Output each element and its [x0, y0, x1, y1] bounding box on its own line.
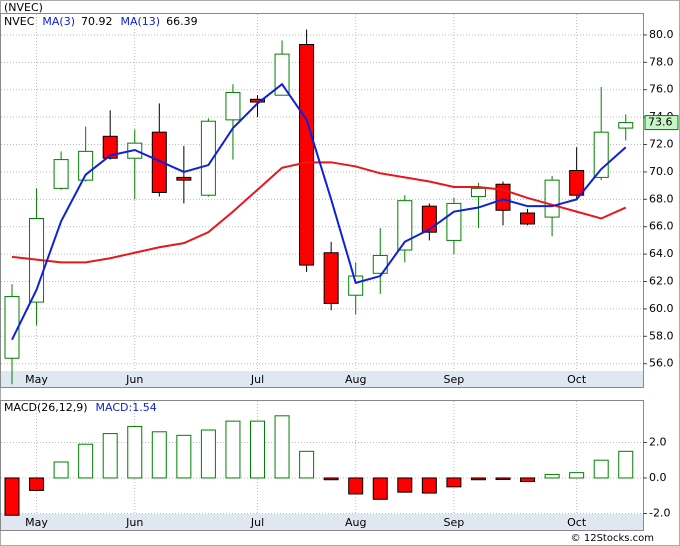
candle-body — [151, 131, 167, 193]
macd-bar — [4, 477, 20, 516]
macd-bar — [397, 477, 413, 493]
legend-ticker: NVEC — [4, 15, 35, 28]
macd-bar — [446, 477, 462, 488]
legend: MACD(26,12,9) MACD:1.54 — [4, 401, 157, 414]
candle-body — [176, 176, 192, 181]
macd-bar — [127, 425, 143, 479]
macd-bar — [618, 450, 634, 479]
macd-bar — [520, 477, 536, 483]
date-band — [1, 371, 643, 387]
y-tick-label: 56.0 — [649, 357, 674, 370]
y-tick-label: 64.0 — [649, 247, 674, 260]
x-tick-label: Aug — [345, 373, 366, 386]
macd-bar — [495, 477, 511, 480]
candle-body — [274, 53, 290, 96]
y-tick-label: 78.0 — [649, 55, 674, 68]
x-tick-label: May — [25, 516, 48, 529]
macd-bar — [299, 450, 315, 479]
y-tick-label: 2.0 — [649, 435, 667, 448]
macd-bar — [151, 431, 167, 479]
candle-body — [544, 179, 560, 218]
candle-body — [397, 200, 413, 251]
candle-body — [372, 254, 388, 274]
legend-value: 66.39 — [166, 15, 198, 28]
legend-entry: MA(3) — [42, 15, 75, 28]
macd-bar — [200, 429, 216, 479]
candle-body — [250, 98, 265, 103]
y-tick-label: 70.0 — [649, 165, 674, 178]
candle-body — [299, 44, 315, 266]
legend-value: 70.92 — [81, 15, 113, 28]
candle-body — [470, 187, 486, 198]
last-price-box — [644, 115, 679, 131]
legend-entry: MA(13) — [121, 15, 161, 28]
plot-area — [0, 400, 644, 531]
candle-body — [348, 275, 364, 296]
macd-bar — [569, 472, 585, 479]
y-tick-label: 80.0 — [649, 28, 674, 41]
last-price: 73.6 — [648, 116, 673, 129]
y-tick-label: -2.0 — [649, 506, 670, 519]
x-tick-label: Oct — [567, 373, 587, 386]
x-tick-label: Oct — [567, 516, 587, 529]
y-tick-label: 72.0 — [649, 138, 674, 151]
macd-bar — [544, 473, 560, 479]
x-tick-label: Aug — [345, 516, 366, 529]
ma-line — [11, 82, 627, 341]
y-tick-label: 68.0 — [649, 192, 674, 205]
macd-bar — [421, 477, 437, 494]
macd-bar — [29, 477, 45, 491]
macd-bar — [78, 443, 94, 479]
y-tick-label: 66.0 — [649, 220, 674, 233]
y-tick-label: 0.0 — [649, 471, 667, 484]
y-tick-label: 62.0 — [649, 275, 674, 288]
candle-body — [4, 296, 20, 359]
candle-body — [323, 252, 339, 304]
chart-title: (NVEC) — [4, 1, 43, 14]
macd-bar — [53, 461, 69, 479]
x-tick-label: Jun — [125, 516, 143, 529]
legend-name: MACD(26,12,9) — [4, 401, 88, 414]
candle-body — [446, 202, 462, 241]
y-tick-label: 76.0 — [649, 83, 674, 96]
candle-body — [569, 170, 585, 196]
macd-bar — [102, 433, 118, 479]
macd-bar — [470, 477, 486, 481]
macd-bar — [372, 477, 388, 500]
candle-body — [53, 159, 69, 189]
x-tick-label: May — [25, 373, 48, 386]
y-tick-label: 58.0 — [649, 329, 674, 342]
x-tick-label: Jun — [125, 373, 143, 386]
x-tick-label: Sep — [444, 516, 465, 529]
macd-bar — [176, 434, 192, 479]
candle-body — [102, 135, 118, 159]
legend-value: 1.54 — [132, 401, 157, 414]
macd-bar — [323, 477, 339, 481]
candle-body — [225, 91, 241, 121]
macd-bar — [348, 477, 364, 495]
x-tick-label: Jul — [250, 373, 264, 386]
legend-label: MACD: — [96, 401, 133, 414]
x-tick-label: Jul — [250, 516, 264, 529]
macd-bar — [274, 415, 290, 479]
macd-bar — [593, 459, 609, 479]
candle-body — [200, 120, 216, 196]
macd-bar — [250, 420, 265, 479]
candle-body — [520, 212, 536, 225]
y-tick-label: 60.0 — [649, 302, 674, 315]
macd-bar — [225, 420, 241, 479]
x-tick-label: Sep — [444, 373, 465, 386]
candle-body — [618, 122, 634, 129]
candle-body — [495, 183, 511, 211]
footer: © 12Stocks.com — [571, 533, 654, 544]
date-band — [1, 514, 643, 530]
legend: NVEC MA(3) 70.92 MA(13) 66.39 — [4, 15, 198, 28]
